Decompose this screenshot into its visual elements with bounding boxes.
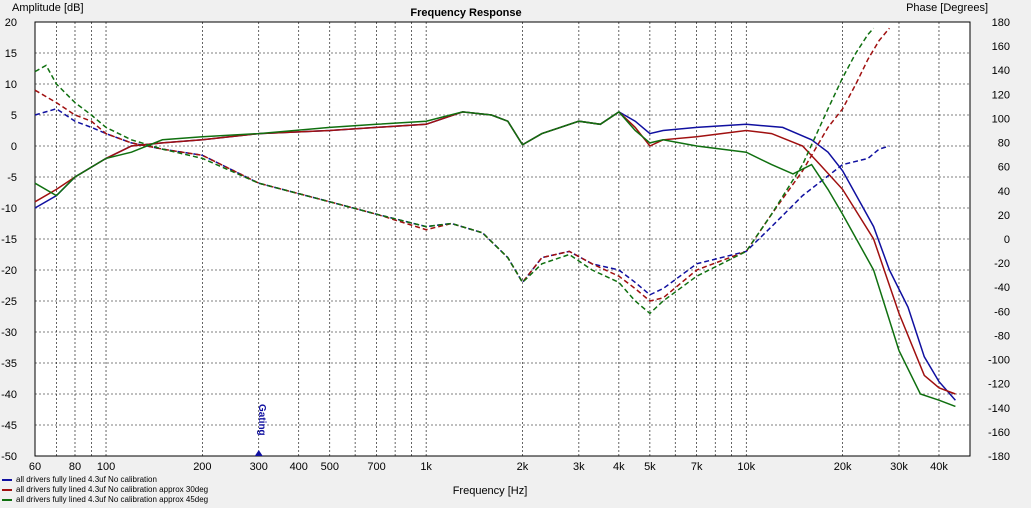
y2-tick-label: -160 [988, 427, 1010, 439]
y2-tick-label: 120 [992, 89, 1010, 101]
x-tick-label: 5k [644, 461, 656, 473]
x-tick-label: 60 [29, 461, 41, 473]
y-axis-label: Amplitude [dB] [12, 2, 84, 14]
y-tick-label: 5 [11, 110, 17, 122]
y-tick-label: 0 [11, 141, 17, 153]
y2-tick-label: 160 [992, 41, 1010, 53]
x-tick-label: 10k [737, 461, 755, 473]
y2-tick-label: -40 [994, 282, 1010, 294]
x-tick-label: 3k [573, 461, 585, 473]
series-3-dashed-line [34, 27, 875, 315]
y-tick-labels: 20 15 10 5 0 -5 -10 -15 -20 -25 -30 -35 -40 -45 -50 [1, 17, 17, 463]
y2-tick-label: 60 [998, 162, 1010, 174]
legend-label: all drivers fully lined 4.3uf No calibra… [16, 485, 209, 494]
x-tick-label: 200 [193, 461, 211, 473]
y2-tick-label: -20 [994, 258, 1010, 270]
y2-tick-label: -60 [994, 306, 1010, 318]
y2-tick-label: -100 [988, 355, 1010, 367]
y2-tick-label: 140 [992, 65, 1010, 77]
y-tick-label: 20 [5, 17, 17, 29]
x-tick-label: 300 [250, 461, 268, 473]
y2-tick-label: 100 [992, 113, 1010, 125]
y2-tick-label: 20 [998, 210, 1010, 222]
y-tick-label: 15 [5, 48, 17, 60]
gating-marker-arrow[interactable] [254, 450, 263, 456]
y-tick-label: -25 [1, 296, 17, 308]
grid [35, 22, 970, 456]
x-tick-label: 400 [290, 461, 308, 473]
x-tick-label: 30k [890, 461, 908, 473]
series-3-solid-line [34, 110, 956, 408]
legend-label: all drivers fully lined 4.3uf No calibra… [16, 495, 209, 504]
x-tick-label: 100 [97, 461, 115, 473]
x-tick-label: 7k [691, 461, 703, 473]
y2-tick-labels: 180 160 140 120 100 80 60 40 20 0 -20 -40 -60 -80 -100… [988, 17, 1010, 463]
y2-tick-label: 0 [1004, 234, 1010, 246]
chart-title: Frequency Response [410, 7, 521, 19]
legend-item: all drivers fully lined 4.3uf No calibra… [2, 475, 208, 485]
series-layer [34, 27, 956, 408]
y-tick-label: -30 [1, 327, 17, 339]
y-tick-label: -45 [1, 420, 17, 432]
legend-swatch [2, 499, 12, 501]
y-tick-label: -35 [1, 358, 17, 370]
y-tick-label: -15 [1, 234, 17, 246]
series-1-dashed-line [34, 107, 890, 296]
x-axis-label: Frequency [Hz] [453, 485, 528, 497]
legend-swatch [2, 479, 12, 481]
y-tick-label: -10 [1, 203, 17, 215]
y2-tick-label: 40 [998, 186, 1010, 198]
x-tick-label: 20k [834, 461, 852, 473]
plot-area [34, 21, 971, 457]
x-tick-label: 700 [367, 461, 385, 473]
x-tick-label: 4k [613, 461, 625, 473]
x-tick-labels: 60 80 100 200 300 400 500 700 1k 2k 3k 4k 5k 7k 10k 20k… [29, 461, 948, 473]
x-tick-label: 80 [69, 461, 81, 473]
x-tick-label: 500 [321, 461, 339, 473]
gating-marker[interactable]: Gating [254, 404, 267, 456]
legend-swatch [2, 489, 12, 491]
y-tick-label: -5 [7, 172, 17, 184]
x-tick-label: 40k [930, 461, 948, 473]
y-tick-label: -50 [1, 451, 17, 463]
y2-tick-label: -120 [988, 379, 1010, 391]
y2-tick-label: 80 [998, 138, 1010, 150]
x-tick-label: 1k [420, 461, 432, 473]
legend-item: all drivers fully lined 4.3uf No calibra… [2, 485, 208, 495]
y2-tick-label: 180 [992, 17, 1010, 29]
y-tick-label: -40 [1, 389, 17, 401]
y2-tick-label: -140 [988, 403, 1010, 415]
y2-tick-label: -180 [988, 451, 1010, 463]
y-tick-label: -20 [1, 265, 17, 277]
y2-axis-label: Phase [Degrees] [906, 2, 988, 14]
legend-label: all drivers fully lined 4.3uf No calibra… [16, 475, 157, 484]
gating-marker-label: Gating [256, 404, 267, 436]
legend-item: all drivers fully lined 4.3uf No calibra… [2, 495, 208, 505]
x-tick-label: 2k [517, 461, 529, 473]
legend: all drivers fully lined 4.3uf No calibra… [2, 475, 208, 505]
y-tick-label: 10 [5, 79, 17, 91]
y2-tick-label: -80 [994, 330, 1010, 342]
